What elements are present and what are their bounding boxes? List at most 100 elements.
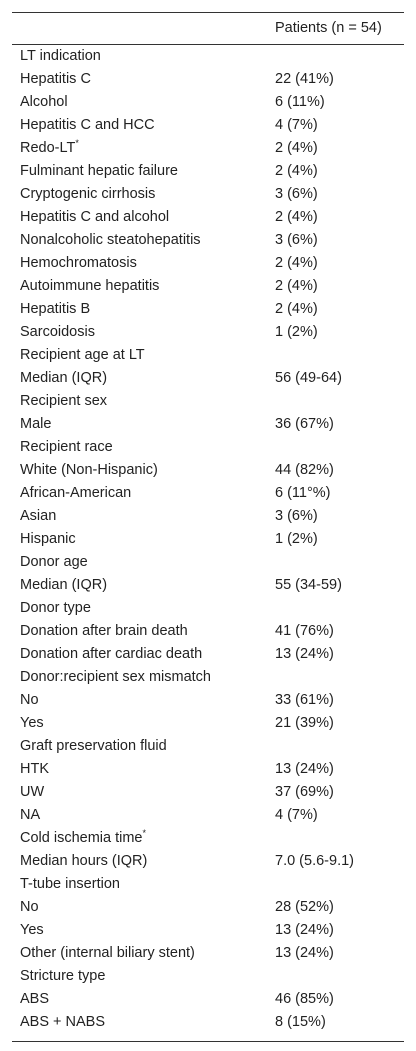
label-text: Hepatitis C and HCC	[20, 117, 155, 133]
row-value: 13 (24%)	[275, 922, 334, 938]
label-text: Cold ischemia time	[20, 830, 143, 846]
label-text: Male	[20, 416, 52, 432]
row-value: 1 (2%)	[275, 324, 318, 340]
footnote-mark: *	[75, 138, 79, 149]
row-label: Stricture type	[20, 965, 105, 988]
label-text: Other (internal biliary stent)	[20, 945, 195, 961]
label-text: Donor type	[20, 600, 91, 616]
row-label: NA	[20, 804, 40, 827]
row-label: HTK	[20, 758, 49, 781]
label-text: ABS	[20, 991, 50, 1007]
row-value: 2 (4%)	[275, 140, 318, 156]
row-value: 55 (34-59)	[275, 577, 342, 593]
row-value: 3 (6%)	[275, 186, 318, 202]
row-value: 46 (85%)	[275, 991, 334, 1007]
label-text: UW	[20, 784, 45, 800]
row-label: Redo-LT*	[20, 137, 79, 160]
label-text: Hispanic	[20, 531, 76, 547]
row-label: Male	[20, 413, 51, 436]
row-value: 28 (52%)	[275, 899, 334, 915]
label-text: African-American	[20, 485, 132, 501]
label-text: Donor age	[20, 554, 88, 570]
label-text: Fulminant hepatic failure	[20, 163, 178, 179]
label-text: No	[20, 899, 39, 915]
label-text: No	[20, 692, 39, 708]
label-text: Recipient age at LT	[20, 347, 145, 363]
row-label: Cryptogenic cirrhosis	[20, 183, 155, 206]
row-value: 37 (69%)	[275, 784, 334, 800]
row-label: Donor:recipient sex mismatch	[20, 666, 211, 689]
label-text: T-tube insertion	[20, 876, 120, 892]
row-value: 1 (2%)	[275, 531, 318, 547]
row-value: 21 (39%)	[275, 715, 334, 731]
label-text: Hepatitis C	[20, 71, 91, 87]
row-value: 2 (4%)	[275, 301, 318, 317]
row-label: Alcohol	[20, 91, 68, 114]
row-label: Hemochromatosis	[20, 252, 137, 275]
row-label: Hepatitis B	[20, 298, 90, 321]
label-text: Recipient sex	[20, 393, 108, 409]
row-value: 2 (4%)	[275, 255, 318, 271]
row-value: 44 (82%)	[275, 462, 334, 478]
row-value: 3 (6%)	[275, 232, 318, 248]
row-value: 13 (24%)	[275, 761, 334, 777]
row-label: Median hours (IQR)	[20, 850, 147, 873]
label-text: Recipient race	[20, 439, 113, 455]
row-label: Other (internal biliary stent)	[20, 942, 195, 965]
row-value: 8 (15%)	[275, 1014, 326, 1030]
row-label: Graft preservation fluid	[20, 735, 167, 758]
row-label: Cold ischemia time*	[20, 827, 146, 850]
label-text: Median hours (IQR)	[20, 853, 148, 869]
row-value: 41 (76%)	[275, 623, 334, 639]
label-text: NA	[20, 807, 41, 823]
row-label: White (Non-Hispanic)	[20, 459, 158, 482]
row-label: Donor age	[20, 551, 88, 574]
row-label: Donor type	[20, 597, 91, 620]
row-label: Donation after brain death	[20, 620, 188, 643]
row-value: 7.0 (5.6-9.1)	[275, 853, 354, 869]
row-value: 3 (6%)	[275, 508, 318, 524]
label-text: Redo-LT	[20, 140, 76, 156]
row-label: Hepatitis C	[20, 68, 91, 91]
label-text: Asian	[20, 508, 57, 524]
label-text: Stricture type	[20, 968, 106, 984]
label-text: Median (IQR)	[20, 370, 108, 386]
row-value: 4 (7%)	[275, 807, 318, 823]
row-value: 6 (11%)	[275, 94, 325, 110]
row-label: Nonalcoholic steatohepatitis	[20, 229, 201, 252]
row-value: 2 (4%)	[275, 278, 318, 294]
row-value: 56 (49-64)	[275, 370, 342, 386]
row-label: Yes	[20, 919, 44, 942]
row-value: 33 (61%)	[275, 692, 334, 708]
row-label: Recipient sex	[20, 390, 107, 413]
label-text: Donation after brain death	[20, 623, 188, 639]
label-text: Hepatitis B	[20, 301, 91, 317]
table: Patients (n = 54) LT indication Hepatitis…	[12, 12, 404, 1042]
label-text: Cryptogenic cirrhosis	[20, 186, 156, 202]
row-value: 22 (41%)	[275, 71, 334, 87]
row-value: 6 (11°%)	[275, 485, 331, 501]
row-value: 36 (67%)	[275, 416, 334, 432]
row-label: Autoimmune hepatitis	[20, 275, 159, 298]
row-label: T-tube insertion	[20, 873, 120, 896]
row-value: 4 (7%)	[275, 117, 318, 133]
label-text: Graft preservation fluid	[20, 738, 167, 754]
row-label: Median (IQR)	[20, 574, 107, 597]
row-label: LT indication	[20, 45, 101, 68]
label-text: Hemochromatosis	[20, 255, 137, 271]
row-label: ABS + NABS	[20, 1011, 105, 1034]
header-rule	[12, 44, 404, 45]
column-header: Patients (n = 54)	[275, 20, 382, 36]
row-value: 2 (4%)	[275, 163, 318, 179]
footnote-mark: *	[142, 828, 147, 839]
label-text: Yes	[20, 715, 44, 731]
row-label: Recipient age at LT	[20, 344, 145, 367]
label-text: Alcohol	[20, 94, 68, 110]
label-text: LT indication	[20, 48, 101, 64]
row-label: Recipient race	[20, 436, 113, 459]
row-value: 13 (24%)	[275, 945, 334, 961]
label-text: Nonalcoholic steatohepatitis	[20, 232, 201, 248]
row-label: No	[20, 896, 39, 919]
row-value: 2 (4%)	[275, 209, 318, 225]
